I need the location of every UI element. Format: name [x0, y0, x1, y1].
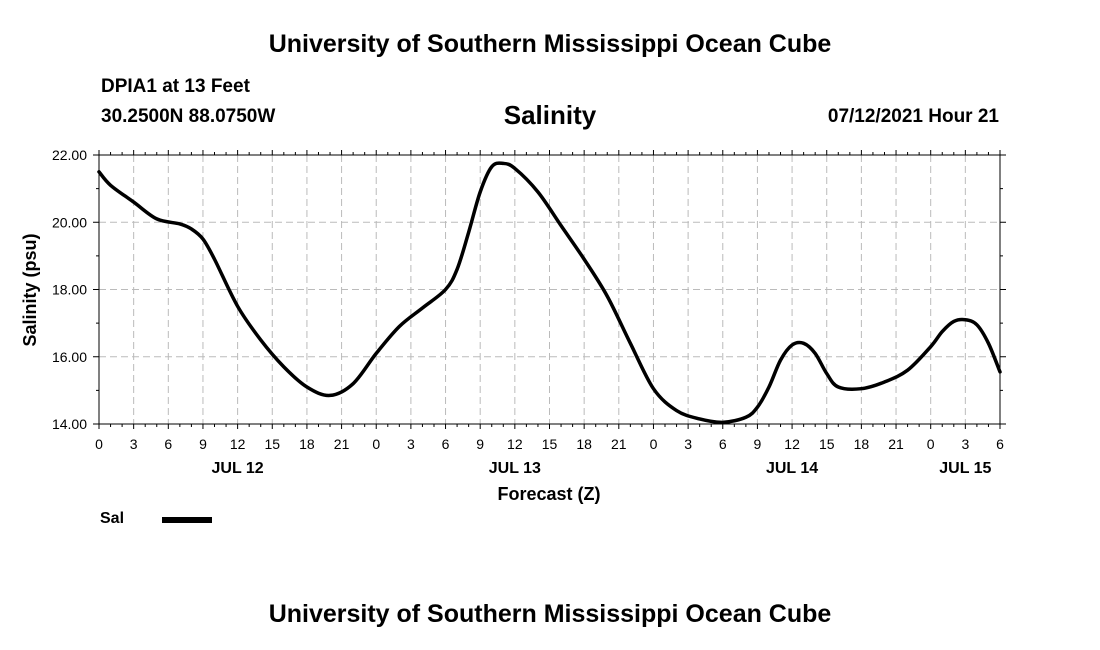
- salinity-series-line: [97, 161, 1002, 425]
- x-tick-label: 21: [888, 436, 904, 452]
- y-tick-label: 20.00: [52, 214, 87, 230]
- x-tick-label: 21: [611, 436, 627, 452]
- x-tick-label: 12: [784, 436, 800, 452]
- x-tick-label: 6: [164, 436, 172, 452]
- x-tick-label: 9: [754, 436, 762, 452]
- y-tick-label: 22.00: [52, 147, 87, 163]
- legend-label: Sal: [100, 510, 125, 527]
- x-tick-label: 18: [299, 436, 315, 452]
- y-tick-label: 18.00: [52, 282, 87, 298]
- x-tick-label: 6: [442, 436, 450, 452]
- x-tick-label: 12: [507, 436, 523, 452]
- legend-swatch: [162, 517, 212, 523]
- bottom-title: University of Southern Mississippi Ocean…: [268, 600, 832, 628]
- x-date-label: JUL 15: [939, 460, 991, 477]
- x-tick-label: 15: [819, 436, 835, 452]
- x-tick-label: 15: [264, 436, 280, 452]
- x-tick-label: 0: [927, 436, 935, 452]
- grid: [99, 154, 1000, 425]
- coordinates-label: 30.2500N 88.0750W: [101, 106, 276, 127]
- x-date-label: JUL 12: [212, 460, 264, 477]
- x-axis-label: Forecast (Z): [497, 484, 600, 504]
- x-tick-label: 6: [719, 436, 727, 452]
- x-tick-label: 9: [476, 436, 484, 452]
- chart-title: Salinity: [503, 100, 597, 130]
- y-axis-label: Salinity (psu): [20, 233, 40, 346]
- station-label: DPIA1 at 13 Feet: [101, 76, 250, 97]
- x-tick-label: 15: [542, 436, 558, 452]
- x-tick-label: 9: [199, 436, 207, 452]
- x-tick-label: 18: [854, 436, 870, 452]
- datetime-label: 07/12/2021 Hour 21: [827, 106, 999, 127]
- x-tick-label: 3: [130, 436, 138, 452]
- x-tick-label: 18: [576, 436, 592, 452]
- x-tick-label: 3: [961, 436, 969, 452]
- y-tick-label: 14.00: [52, 416, 87, 432]
- x-date-label: JUL 14: [766, 460, 818, 477]
- x-tick-label: 0: [95, 436, 103, 452]
- x-tick-label: 3: [407, 436, 415, 452]
- y-tick-label: 16.00: [52, 349, 87, 365]
- x-tick-label: 3: [684, 436, 692, 452]
- x-tick-label: 0: [372, 436, 380, 452]
- x-tick-label: 21: [334, 436, 350, 452]
- x-tick-label: 12: [230, 436, 246, 452]
- x-tick-label: 6: [996, 436, 1004, 452]
- axes: 14.00 16.00 18.00 20.00 22.00 0 3 6 9 12 15 18 21 0 3 6…: [52, 147, 1006, 477]
- x-date-label: JUL 13: [489, 460, 541, 477]
- x-tick-label: 0: [650, 436, 658, 452]
- top-title: University of Southern Mississippi Ocean…: [268, 30, 832, 58]
